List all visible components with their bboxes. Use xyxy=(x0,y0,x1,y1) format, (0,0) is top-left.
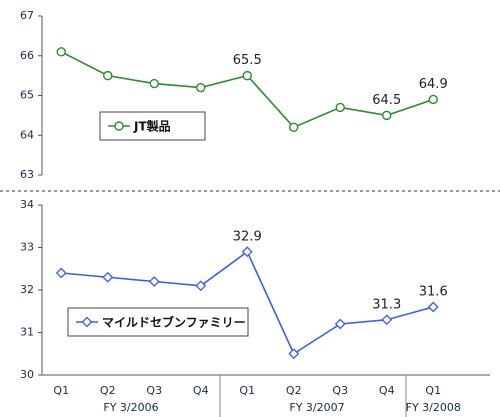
point xyxy=(288,348,300,360)
x-tick-label: Q4 xyxy=(193,384,209,397)
x-tick-label: Q3 xyxy=(146,384,162,397)
y-tick-label: 65 xyxy=(20,89,34,102)
point xyxy=(56,47,66,57)
point xyxy=(242,70,252,81)
point xyxy=(55,267,67,279)
y-tick-label: 66 xyxy=(20,49,34,62)
y-tick-label: 64 xyxy=(20,128,34,141)
group-label: FY 3/2008 xyxy=(406,401,461,414)
point xyxy=(381,314,393,326)
point xyxy=(103,70,113,81)
y-tick-label: 67 xyxy=(20,9,34,22)
point xyxy=(382,110,392,121)
group-label: FY 3/2006 xyxy=(103,401,158,414)
y-tick-label: 32 xyxy=(20,283,34,296)
x-tick-label: Q2 xyxy=(100,384,116,397)
x-tick-label: Q2 xyxy=(286,384,302,397)
x-tick-label: Q1 xyxy=(425,384,441,397)
legend-marker xyxy=(114,121,124,131)
point xyxy=(102,271,114,283)
legend-marker xyxy=(81,316,93,328)
point xyxy=(427,301,439,313)
data-label: 31.3 xyxy=(372,297,401,312)
point xyxy=(334,318,346,330)
data-label: 64.5 xyxy=(372,93,401,108)
data-label: 32.9 xyxy=(233,229,262,244)
y-tick-label: 63 xyxy=(20,168,34,181)
x-tick-label: Q3 xyxy=(332,384,348,397)
point xyxy=(149,78,159,89)
data-label: 64.9 xyxy=(419,77,448,92)
y-tick-label: 30 xyxy=(20,368,34,381)
legend-label: マイルドセブンファミリー xyxy=(102,315,246,330)
y-tick-label: 34 xyxy=(20,198,34,211)
point xyxy=(289,122,299,133)
point xyxy=(428,94,438,105)
x-tick-label: Q4 xyxy=(379,384,395,397)
x-tick-label: Q1 xyxy=(239,384,255,397)
point xyxy=(195,280,207,292)
point xyxy=(241,246,253,258)
y-tick-label: 33 xyxy=(20,241,34,254)
point xyxy=(196,82,206,93)
legend-label: JT製品 xyxy=(133,119,171,134)
y-tick-label: 31 xyxy=(20,326,34,339)
x-tick-label: Q1 xyxy=(53,384,69,397)
data-label: 65.5 xyxy=(233,53,262,68)
point xyxy=(148,276,160,287)
data-label: 31.6 xyxy=(419,285,448,300)
point xyxy=(335,102,345,113)
group-label: FY 3/2007 xyxy=(289,401,344,414)
